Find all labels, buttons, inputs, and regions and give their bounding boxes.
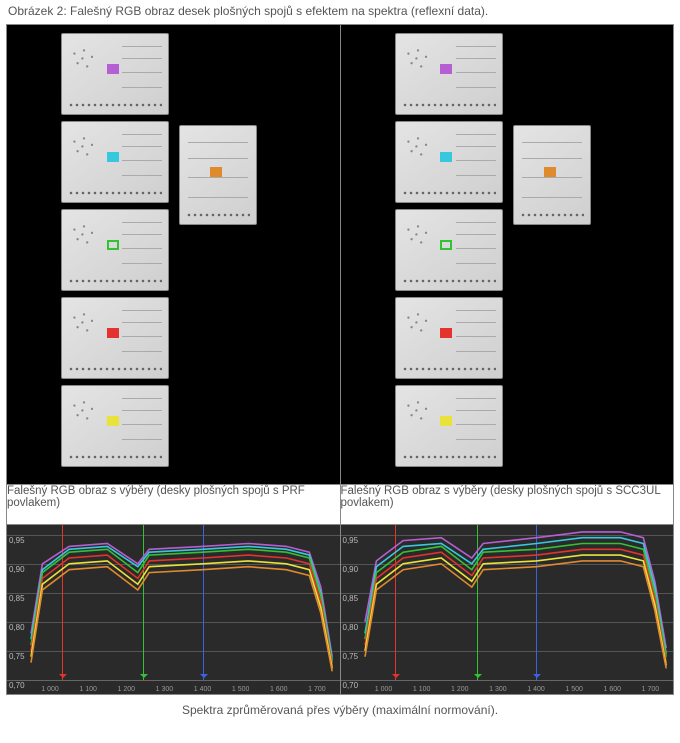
spectra-series <box>31 567 332 672</box>
spectra-plot <box>7 525 340 694</box>
figure-title: Obrázek 2: Falešný RGB obraz desek plošn… <box>0 0 680 24</box>
spectra-series <box>365 561 666 669</box>
selection-marker <box>440 240 452 250</box>
pcb-board-small <box>513 125 591 225</box>
selection-marker <box>107 152 119 162</box>
pcb-board <box>61 33 169 115</box>
image-panel-right <box>340 25 674 485</box>
spectra-series <box>365 549 666 662</box>
pcb-board <box>395 33 503 115</box>
pcb-board <box>61 297 169 379</box>
spectra-series <box>31 544 332 657</box>
selection-marker <box>107 328 119 338</box>
spectra-series <box>365 555 666 665</box>
selection-marker <box>440 328 452 338</box>
selection-marker <box>440 416 452 426</box>
pcb-board <box>61 385 169 467</box>
spectra-panel-left: 0,700,750,800,850,900,951 0001 1001 2001… <box>7 525 341 695</box>
selection-marker <box>107 416 119 426</box>
selection-marker <box>544 167 556 177</box>
panel-label-left: Falešný RGB obraz s výběry (desky plošný… <box>7 485 341 525</box>
spectra-series <box>31 555 332 665</box>
pcb-board <box>395 209 503 291</box>
pcb-board-small <box>179 125 257 225</box>
pcb-board <box>395 385 503 467</box>
figure-layout-table: Falešný RGB obraz s výběry (desky plošný… <box>6 24 674 695</box>
selection-marker <box>210 167 222 177</box>
pcb-board <box>61 121 169 203</box>
pcb-board <box>395 297 503 379</box>
image-panel-left <box>7 25 341 485</box>
spectra-series <box>31 561 332 669</box>
figure-footer-caption: Spektra zprůměrovaná přes výběry (maximá… <box>0 695 680 723</box>
spectra-series <box>31 549 332 662</box>
selection-marker <box>440 152 452 162</box>
pcb-board <box>395 121 503 203</box>
spectra-plot <box>341 525 674 694</box>
selection-marker <box>107 64 119 74</box>
pcb-board <box>61 209 169 291</box>
spectra-panel-right: 0,700,750,800,850,900,951 0001 1001 2001… <box>340 525 674 695</box>
selection-marker <box>107 240 119 250</box>
panel-label-right: Falešný RGB obraz s výběry (desky plošný… <box>340 485 674 525</box>
selection-marker <box>440 64 452 74</box>
